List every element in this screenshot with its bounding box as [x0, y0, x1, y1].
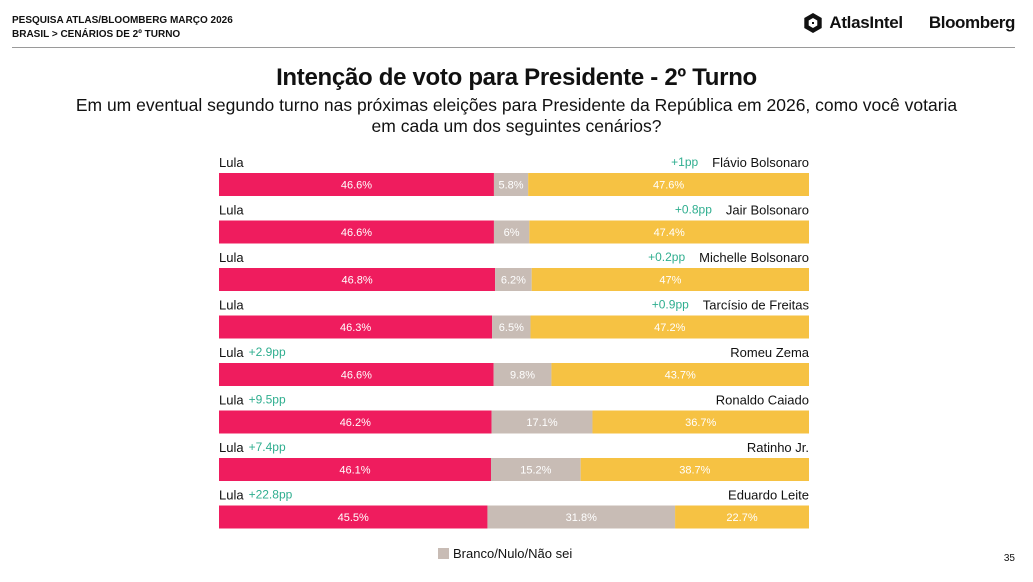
bar-segment-lula	[219, 363, 494, 386]
bar-segment-opponent	[528, 173, 809, 196]
candidate-label-lula: Lula	[219, 440, 244, 455]
value-label-lula: 46.2%	[340, 417, 371, 429]
candidate-label-lula: Lula	[219, 345, 244, 360]
bar-segment-blank	[493, 173, 529, 196]
bar-segment-lula	[219, 173, 494, 196]
value-label-blank: 9.8%	[510, 370, 535, 382]
value-label-lula: 45.5%	[338, 512, 369, 524]
bar-segment-blank	[493, 220, 530, 244]
candidate-label-lula: Lula	[219, 393, 244, 408]
legend-label-blank: Branco/Nulo/Não sei	[453, 546, 572, 561]
candidate-label-opponent: Tarcísio de Freitas	[703, 298, 810, 313]
bar-segment-lula	[219, 220, 494, 244]
bloomberg-logo: Bloomberg	[928, 13, 1016, 32]
chart-subtitle-line-2: em cada um dos seguintes cenários?	[371, 116, 662, 136]
candidate-label-lula: Lula	[219, 155, 244, 170]
page-number: 35	[1003, 553, 1015, 564]
atlasintel-logo: AtlasIntel	[802, 12, 903, 34]
survey-name: PESQUISA ATLAS/BLOOMBERG MARÇO 2026	[12, 15, 233, 26]
bar-segment-blank	[487, 505, 676, 529]
bar-segment-lula	[219, 315, 493, 339]
candidate-label-lula: Lula	[219, 298, 244, 313]
difference-label: +0.9pp	[652, 298, 689, 312]
chart-title: Intenção de voto para Presidente - 2º Tu…	[276, 64, 757, 91]
legend-swatch-blank	[438, 548, 449, 559]
bar-segment-opponent	[675, 505, 809, 529]
survey-header: PESQUISA ATLAS/BLOOMBERG MARÇO 2026 BRAS…	[12, 14, 233, 42]
atlasintel-logo-icon	[804, 13, 823, 33]
value-label-opponent: 36.7%	[685, 417, 716, 429]
value-label-lula: 46.6%	[341, 370, 372, 382]
bar-segment-opponent	[551, 363, 809, 386]
value-label-opponent: 47.2%	[654, 322, 685, 334]
value-label-lula: 46.6%	[341, 227, 372, 239]
value-label-blank: 17.1%	[526, 417, 557, 429]
difference-label: +2.9pp	[249, 345, 286, 359]
brand-logos: AtlasIntel Bloomberg	[802, 12, 1015, 34]
value-label-opponent: 38.7%	[679, 465, 710, 477]
atlasintel-logo-text: AtlasIntel	[829, 13, 903, 32]
candidate-label-opponent: Ratinho Jr.	[747, 440, 809, 455]
candidate-label-lula: Lula	[219, 203, 244, 218]
candidate-label-lula: Lula	[219, 488, 244, 503]
bar-segment-lula	[219, 505, 488, 529]
value-label-opponent: 43.7%	[665, 370, 696, 382]
header-divider	[12, 47, 1015, 48]
bar-segment-opponent	[530, 315, 809, 339]
chart-subtitle: Em um eventual segundo turno nas próxima…	[0, 95, 1033, 137]
value-label-lula: 46.8%	[341, 275, 372, 287]
candidate-label-opponent: Jair Bolsonaro	[726, 203, 809, 218]
candidate-label-opponent: Eduardo Leite	[728, 488, 809, 503]
difference-label: +0.2pp	[648, 250, 685, 264]
value-label-blank: 6.5%	[499, 322, 524, 334]
bar-segment-opponent	[592, 410, 809, 434]
value-label-opponent: 22.7%	[726, 512, 757, 524]
value-label-lula: 46.3%	[340, 322, 371, 334]
value-label-opponent: 47%	[659, 275, 681, 287]
value-label-opponent: 47.6%	[653, 180, 684, 192]
candidate-label-opponent: Ronaldo Caiado	[716, 393, 809, 408]
value-label-blank: 31.8%	[566, 512, 597, 524]
difference-label: +22.8pp	[249, 488, 293, 502]
chart-subtitle-line-1: Em um eventual segundo turno nas próxima…	[75, 95, 958, 115]
difference-label: +0.8pp	[675, 203, 712, 217]
difference-label: +7.4pp	[249, 440, 286, 454]
difference-label: +1pp	[671, 155, 698, 169]
candidate-label-opponent: Michelle Bolsonaro	[699, 250, 809, 265]
value-label-lula: 46.1%	[339, 465, 370, 477]
bar-segment-blank	[491, 410, 593, 434]
value-label-blank: 5.8%	[499, 180, 524, 192]
bar-segment-blank	[493, 363, 552, 386]
value-label-lula: 46.6%	[341, 180, 372, 192]
value-label-opponent: 47.4%	[654, 227, 685, 239]
bar-segment-lula	[219, 458, 491, 481]
bar-segment-blank	[495, 268, 532, 291]
candidate-label-opponent: Romeu Zema	[730, 345, 810, 360]
bar-segment-opponent	[580, 458, 809, 481]
value-label-blank: 15.2%	[520, 465, 551, 477]
bar-segment-blank	[492, 315, 531, 339]
bar-segment-blank	[490, 458, 581, 481]
bar-segment-lula	[219, 410, 492, 434]
bar-segment-opponent	[531, 268, 809, 291]
candidate-label-opponent: Flávio Bolsonaro	[712, 155, 809, 170]
difference-label: +9.5pp	[249, 393, 286, 407]
bar-segment-opponent	[529, 220, 809, 244]
candidate-label-lula: Lula	[219, 250, 244, 265]
survey-breadcrumb: BRASIL > CENÁRIOS DE 2º TURNO	[12, 29, 181, 40]
value-label-blank: 6.2%	[501, 275, 526, 287]
bar-segment-lula	[219, 268, 496, 291]
value-label-blank: 6%	[504, 227, 520, 239]
